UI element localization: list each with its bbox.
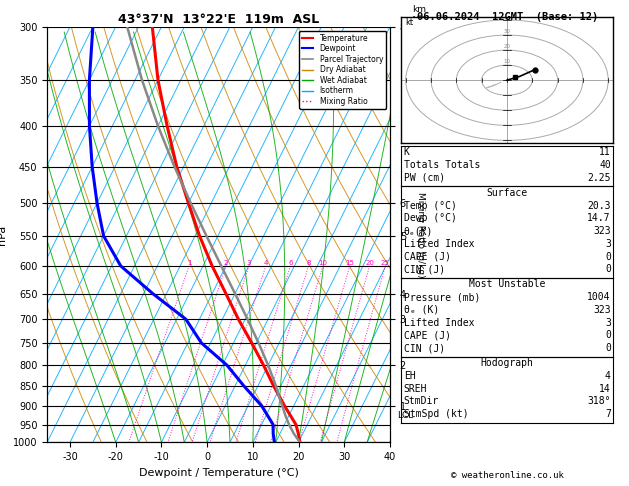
Text: Pressure (mb): Pressure (mb) bbox=[404, 292, 480, 302]
Text: 2: 2 bbox=[224, 260, 228, 266]
Text: 11: 11 bbox=[599, 147, 611, 157]
Text: 3: 3 bbox=[247, 260, 251, 266]
Text: kt: kt bbox=[406, 17, 414, 27]
Text: EH: EH bbox=[404, 371, 416, 381]
Text: StmDir: StmDir bbox=[404, 397, 439, 406]
Text: PW (cm): PW (cm) bbox=[404, 173, 445, 183]
Text: CIN (J): CIN (J) bbox=[404, 343, 445, 353]
Text: Temp (°C): Temp (°C) bbox=[404, 201, 457, 210]
Text: 3: 3 bbox=[605, 318, 611, 328]
Text: 6: 6 bbox=[288, 260, 292, 266]
Text: 2.25: 2.25 bbox=[587, 173, 611, 183]
Text: 318°: 318° bbox=[587, 397, 611, 406]
Text: 20: 20 bbox=[365, 260, 374, 266]
Text: StmSpd (kt): StmSpd (kt) bbox=[404, 409, 469, 419]
Text: 20.3: 20.3 bbox=[587, 201, 611, 210]
Text: CAPE (J): CAPE (J) bbox=[404, 252, 451, 261]
X-axis label: Dewpoint / Temperature (°C): Dewpoint / Temperature (°C) bbox=[138, 468, 299, 478]
Text: CIN (J): CIN (J) bbox=[404, 264, 445, 274]
Text: 06.06.2024  12GMT  (Base: 12): 06.06.2024 12GMT (Base: 12) bbox=[416, 12, 598, 22]
Text: Surface: Surface bbox=[487, 188, 528, 198]
Text: 15: 15 bbox=[345, 260, 354, 266]
Text: Totals Totals: Totals Totals bbox=[404, 160, 480, 170]
Text: 4: 4 bbox=[605, 371, 611, 381]
Text: km
ASL: km ASL bbox=[411, 5, 428, 25]
Text: 323: 323 bbox=[593, 305, 611, 315]
Text: 1: 1 bbox=[187, 260, 191, 266]
Text: LCL: LCL bbox=[397, 411, 413, 420]
Text: 30: 30 bbox=[503, 29, 511, 34]
Text: 20: 20 bbox=[503, 44, 511, 49]
Text: Most Unstable: Most Unstable bbox=[469, 279, 545, 290]
Text: 14.7: 14.7 bbox=[587, 213, 611, 224]
Y-axis label: hPa: hPa bbox=[0, 225, 8, 244]
Text: 25: 25 bbox=[381, 260, 389, 266]
Text: K: K bbox=[404, 147, 409, 157]
Text: © weatheronline.co.uk: © weatheronline.co.uk bbox=[451, 471, 564, 480]
Text: 0: 0 bbox=[605, 264, 611, 274]
Text: 40: 40 bbox=[599, 160, 611, 170]
Text: θₑ (K): θₑ (K) bbox=[404, 305, 439, 315]
Text: 10: 10 bbox=[503, 59, 511, 64]
Text: 10: 10 bbox=[318, 260, 327, 266]
Text: Lifted Index: Lifted Index bbox=[404, 318, 474, 328]
Text: Lifted Index: Lifted Index bbox=[404, 239, 474, 249]
Text: 14: 14 bbox=[599, 384, 611, 394]
Text: 7: 7 bbox=[605, 409, 611, 419]
Text: 3: 3 bbox=[605, 239, 611, 249]
Text: SREH: SREH bbox=[404, 384, 427, 394]
Text: Hodograph: Hodograph bbox=[481, 358, 534, 368]
Title: 43°37'N  13°22'E  119m  ASL: 43°37'N 13°22'E 119m ASL bbox=[118, 13, 319, 26]
Text: 1004: 1004 bbox=[587, 292, 611, 302]
Text: Dewp (°C): Dewp (°C) bbox=[404, 213, 457, 224]
Text: CAPE (J): CAPE (J) bbox=[404, 330, 451, 340]
Text: 0: 0 bbox=[605, 330, 611, 340]
Text: θₑ(K): θₑ(K) bbox=[404, 226, 433, 236]
Y-axis label: Mixing Ratio (g/kg): Mixing Ratio (g/kg) bbox=[416, 191, 425, 278]
Legend: Temperature, Dewpoint, Parcel Trajectory, Dry Adiabat, Wet Adiabat, Isotherm, Mi: Temperature, Dewpoint, Parcel Trajectory… bbox=[299, 31, 386, 109]
Text: 323: 323 bbox=[593, 226, 611, 236]
Text: 0: 0 bbox=[605, 343, 611, 353]
Text: 4: 4 bbox=[264, 260, 268, 266]
Text: 8: 8 bbox=[306, 260, 311, 266]
Text: 0: 0 bbox=[605, 252, 611, 261]
